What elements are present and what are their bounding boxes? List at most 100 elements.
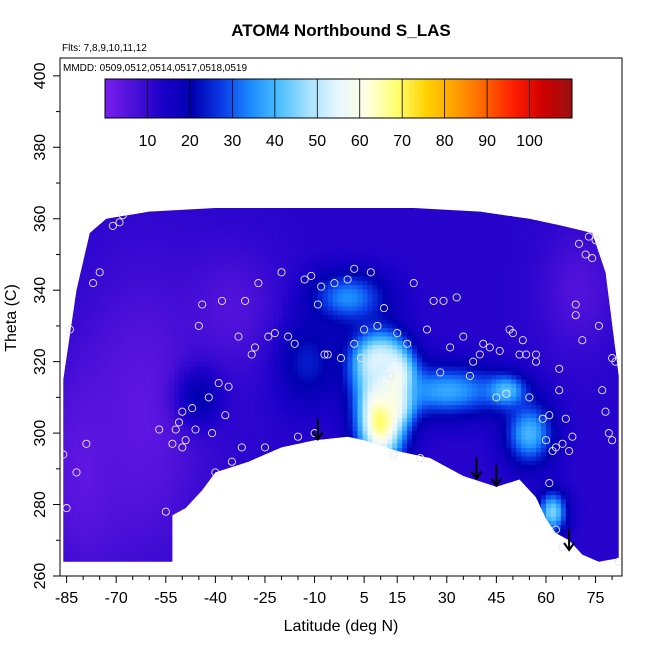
heatmap-cell <box>149 275 155 281</box>
heatmap-cell <box>114 434 121 440</box>
heatmap-cell <box>104 511 111 517</box>
heatmap-cell <box>298 550 304 556</box>
heatmap-cell <box>268 370 274 376</box>
heatmap-cell <box>203 494 210 500</box>
heatmap-cell <box>183 421 190 427</box>
heatmap-cell <box>134 413 140 418</box>
heatmap-cell <box>223 447 230 453</box>
heatmap-cell <box>164 481 170 487</box>
heatmap-cell <box>322 335 329 341</box>
heatmap-cell <box>64 284 71 290</box>
heatmap-cell <box>144 485 150 491</box>
heatmap-cell <box>104 485 111 491</box>
heatmap-cell <box>312 498 319 504</box>
heatmap-cell <box>129 494 135 500</box>
heatmap-cell <box>124 340 131 346</box>
heatmap-cell <box>99 297 106 303</box>
heatmap-cell <box>278 357 284 363</box>
heatmap-cell <box>89 460 96 466</box>
heatmap-cell <box>278 477 284 483</box>
heatmap-cell <box>129 421 135 427</box>
heatmap-cell <box>332 301 339 307</box>
heatmap-cell <box>144 515 150 521</box>
heatmap-cell <box>288 408 294 414</box>
heatmap-cell <box>253 233 259 238</box>
heatmap-cell <box>248 297 254 303</box>
heatmap-cell <box>317 558 324 562</box>
heatmap-cell <box>119 511 126 517</box>
heatmap-cell <box>312 228 319 234</box>
heatmap-cell <box>183 211 190 217</box>
heatmap-cell <box>104 353 111 358</box>
heatmap-cell <box>79 208 86 213</box>
heatmap-cell <box>208 344 215 350</box>
heatmap-cell <box>248 254 254 260</box>
heatmap-cell <box>94 545 101 551</box>
heatmap-cell <box>63 481 66 487</box>
heatmap-cell <box>243 327 250 333</box>
heatmap-cell <box>327 365 334 371</box>
heatmap-cell <box>218 314 225 320</box>
heatmap-cell <box>104 237 111 243</box>
heatmap-cell <box>218 520 225 526</box>
heatmap-cell <box>94 443 101 448</box>
heatmap-cell <box>94 215 101 221</box>
heatmap-cell <box>248 464 254 470</box>
heatmap-cell <box>213 288 220 294</box>
heatmap-cell <box>288 293 294 298</box>
heatmap-cell <box>193 305 200 311</box>
heatmap-cell <box>193 327 200 333</box>
heatmap-cell <box>104 421 111 427</box>
heatmap-cell <box>253 263 259 268</box>
heatmap-cell <box>253 267 259 273</box>
heatmap-cell <box>283 211 289 217</box>
heatmap-cell <box>219 563 225 568</box>
heatmap-cell <box>332 408 339 414</box>
heatmap-cell <box>248 199 254 204</box>
heatmap-cell <box>169 451 175 457</box>
heatmap-cell <box>213 284 220 290</box>
heatmap-cell <box>179 275 185 281</box>
heatmap-cell <box>94 387 101 393</box>
heatmap-cell <box>74 520 81 526</box>
heatmap-cell <box>307 348 314 354</box>
heatmap-cell <box>164 528 170 534</box>
heatmap-cell <box>74 237 81 243</box>
heatmap-cell <box>89 335 96 341</box>
heatmap-cell <box>228 327 235 333</box>
heatmap-cell <box>129 395 135 401</box>
heatmap-cell <box>298 455 304 461</box>
heatmap-cell <box>80 203 86 208</box>
heatmap-cell <box>198 383 205 388</box>
heatmap-cell <box>238 404 245 410</box>
heatmap-cell <box>110 203 116 208</box>
heatmap-cell <box>105 567 111 572</box>
heatmap-cell <box>312 263 319 268</box>
heatmap-cell <box>134 280 140 286</box>
heatmap-cell <box>144 374 150 380</box>
heatmap-cell <box>323 563 329 568</box>
heatmap-cell <box>317 267 324 273</box>
heatmap-cell <box>69 271 76 277</box>
heatmap-cell <box>228 391 235 397</box>
heatmap-cell <box>69 224 76 230</box>
heatmap-cell <box>149 297 155 303</box>
heatmap-cell <box>253 314 259 320</box>
heatmap-cell <box>327 490 334 496</box>
heatmap-cell <box>144 288 150 294</box>
heatmap-cell <box>115 199 121 204</box>
heatmap-cell <box>312 507 319 513</box>
heatmap-cell <box>248 327 254 333</box>
heatmap-cell <box>164 541 170 547</box>
heatmap-cell <box>188 413 195 418</box>
heatmap-cell <box>109 434 116 440</box>
heatmap-cell <box>327 237 334 243</box>
heatmap-cell <box>124 301 131 307</box>
heatmap-cell <box>293 417 299 423</box>
heatmap-cell <box>134 353 140 358</box>
heatmap-cell <box>208 211 215 217</box>
heatmap-cell <box>149 301 155 307</box>
heatmap-cell <box>144 550 150 556</box>
heatmap-cell <box>94 323 101 328</box>
heatmap-cell <box>288 361 294 367</box>
